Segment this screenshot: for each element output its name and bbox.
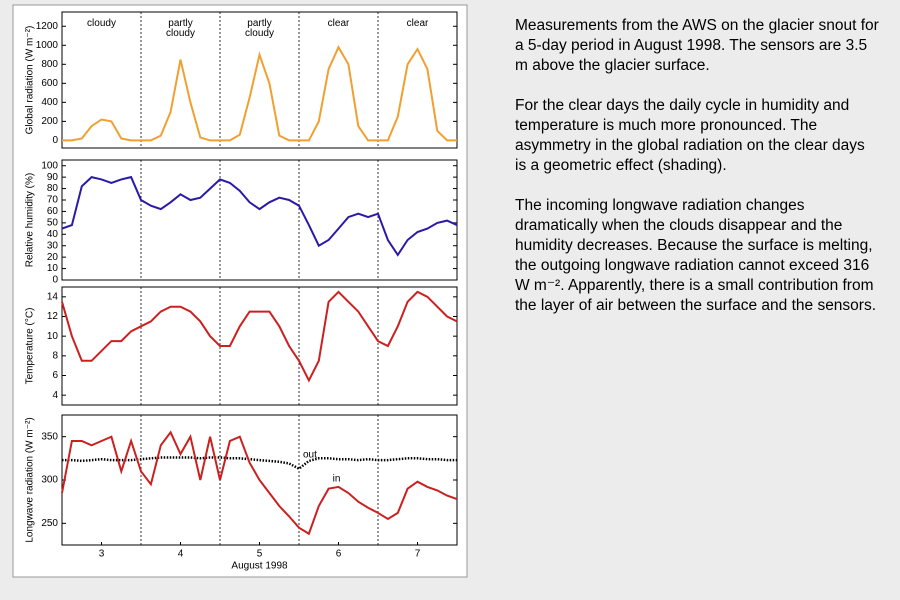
plot-area xyxy=(61,11,458,149)
y-tick-label: 12 xyxy=(47,311,59,322)
paragraph: Measurements from the AWS on the glacier… xyxy=(515,17,879,74)
figure-frame xyxy=(12,4,468,578)
y-axis-label: Temperature (°C) xyxy=(25,308,36,385)
y-tick-label: 250 xyxy=(41,518,58,529)
description: Measurements from the AWS on the glacier… xyxy=(515,16,880,336)
y-tick-label: 0 xyxy=(52,275,58,286)
data-line xyxy=(61,430,458,536)
y-tick-label: 14 xyxy=(47,291,59,302)
y-tick-label: 8 xyxy=(52,350,58,361)
data-line xyxy=(61,175,458,257)
y-tick-label: 1000 xyxy=(36,40,59,51)
y-tick-label: 200 xyxy=(41,116,58,127)
y-axis-label: Longwave radiation (W m⁻²) xyxy=(25,417,36,542)
series-label: in xyxy=(333,473,341,484)
x-tick-label: 3 xyxy=(99,549,105,560)
paragraph: The incoming longwave radiation changes … xyxy=(515,197,877,314)
day-annotation: partly cloudy xyxy=(166,18,195,39)
y-tick-label: 300 xyxy=(41,475,58,486)
y-tick-label: 350 xyxy=(41,431,58,442)
paragraph: For the clear days the daily cycle in hu… xyxy=(515,97,865,174)
y-tick-label: 1200 xyxy=(36,21,59,32)
y-tick-label: 4 xyxy=(52,390,58,401)
data-line xyxy=(62,456,457,471)
y-tick-label: 70 xyxy=(47,195,59,206)
y-tick-label: 20 xyxy=(47,252,59,263)
y-tick-label: 10 xyxy=(47,331,59,342)
y-tick-label: 80 xyxy=(47,183,59,194)
y-tick-label: 800 xyxy=(41,59,58,70)
y-tick-label: 10 xyxy=(47,263,59,274)
data-line xyxy=(61,290,458,383)
y-tick-label: 6 xyxy=(52,370,58,381)
y-tick-label: 40 xyxy=(47,229,59,240)
plot-area xyxy=(61,159,458,281)
y-tick-label: 100 xyxy=(41,160,58,171)
series-label: out xyxy=(303,449,317,460)
day-annotation: cloudy xyxy=(87,18,116,29)
y-tick-label: 30 xyxy=(47,240,59,251)
y-axis-label: Global radiation (W m⁻²) xyxy=(25,26,36,135)
y-tick-label: 600 xyxy=(41,78,58,89)
y-tick-label: 60 xyxy=(47,206,59,217)
x-tick-label: 4 xyxy=(178,549,184,560)
day-annotation: partly cloudy xyxy=(245,18,274,39)
plot-area xyxy=(61,286,458,406)
y-axis-label: Relative humidity (%) xyxy=(25,173,36,267)
x-tick-label: 6 xyxy=(336,549,342,560)
y-tick-label: 0 xyxy=(52,135,58,146)
data-line xyxy=(62,45,457,142)
y-tick-label: 50 xyxy=(47,217,59,228)
day-annotation: clear xyxy=(406,18,429,29)
day-annotation: clear xyxy=(327,18,350,29)
x-axis-label: August 1998 xyxy=(231,561,288,572)
y-tick-label: 90 xyxy=(47,172,59,183)
x-tick-label: 7 xyxy=(415,549,421,560)
x-tick-label: 5 xyxy=(257,549,263,560)
y-tick-label: 400 xyxy=(41,97,58,108)
